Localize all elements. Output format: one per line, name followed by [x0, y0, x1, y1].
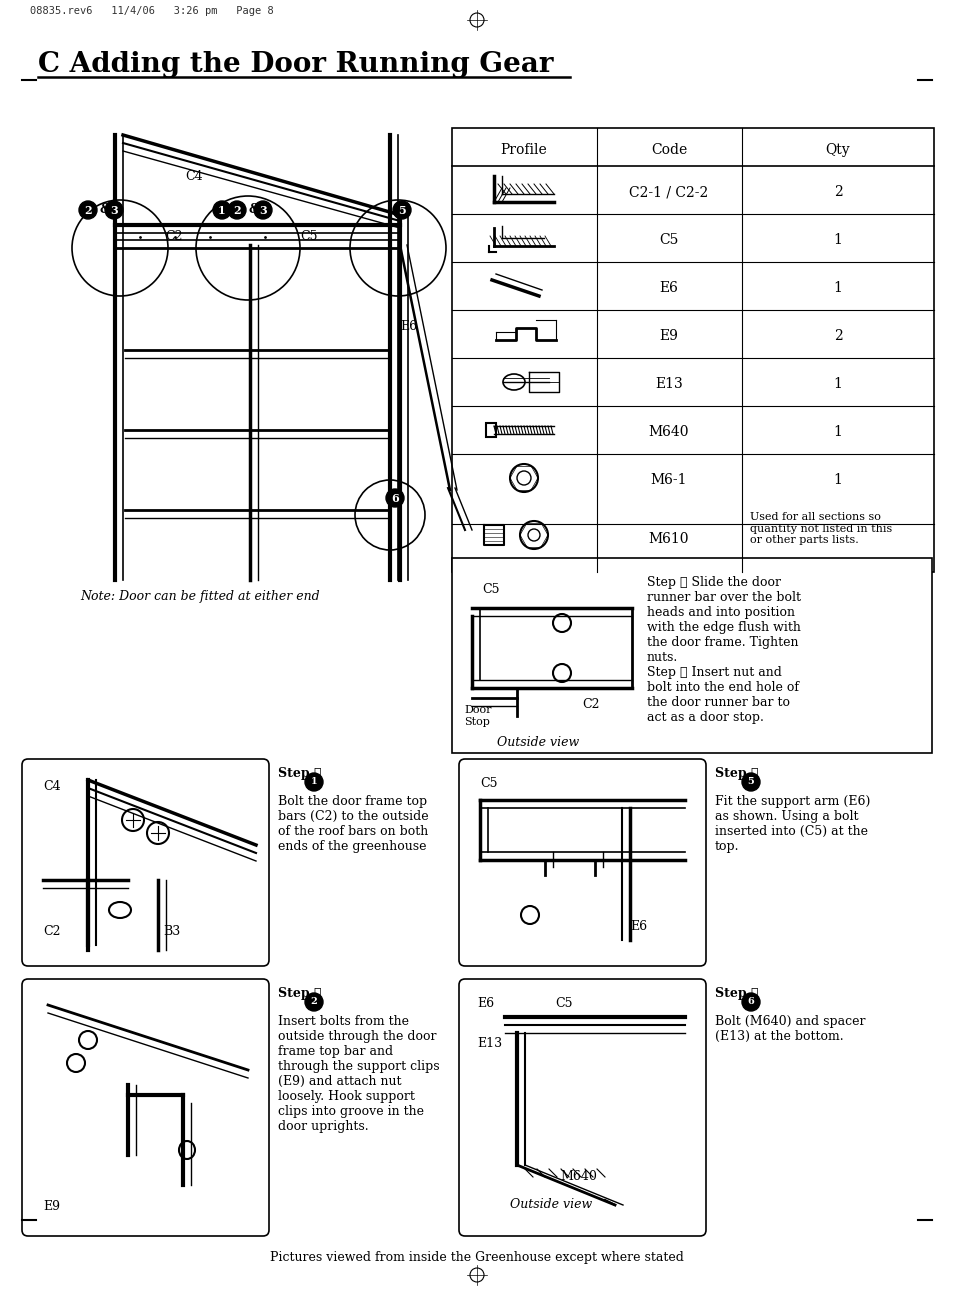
Circle shape [305, 994, 323, 1010]
Text: Fit the support arm (E6)
as shown. Using a bolt
inserted into (C5) at the
top.: Fit the support arm (E6) as shown. Using… [714, 795, 869, 853]
Circle shape [305, 773, 323, 791]
Text: C5: C5 [659, 233, 678, 246]
Text: 3: 3 [259, 205, 267, 215]
Text: C4: C4 [185, 170, 202, 183]
Text: 6: 6 [747, 997, 754, 1006]
Text: 1: 1 [833, 281, 841, 294]
Circle shape [105, 201, 123, 219]
Bar [485, 423, 496, 437]
Text: 3: 3 [110, 205, 118, 215]
Text: Step ④ Slide the door
runner bar over the bolt
heads and into position
with the : Step ④ Slide the door runner bar over th… [646, 576, 801, 724]
Bar [452, 128, 933, 572]
Text: 5: 5 [397, 205, 405, 215]
Text: Outside view: Outside view [510, 1198, 592, 1211]
Text: Qty: Qty [825, 143, 849, 157]
FancyBboxPatch shape [458, 979, 705, 1236]
Circle shape [741, 994, 760, 1010]
Text: 2: 2 [833, 185, 841, 198]
Text: 08835.rev6   11/4/06   3:26 pm   Page 8: 08835.rev6 11/4/06 3:26 pm Page 8 [30, 6, 274, 16]
Text: C5: C5 [481, 582, 499, 597]
Text: M640: M640 [648, 425, 688, 438]
Circle shape [741, 773, 760, 791]
Text: Outside view: Outside view [497, 735, 578, 748]
Text: E13: E13 [655, 377, 682, 390]
Text: Step ⑦: Step ⑦ [714, 987, 758, 1000]
Text: C5: C5 [479, 777, 497, 790]
Text: C2: C2 [581, 698, 598, 711]
FancyBboxPatch shape [22, 979, 269, 1236]
FancyBboxPatch shape [458, 759, 705, 966]
Text: 1: 1 [833, 473, 841, 486]
Circle shape [228, 201, 246, 219]
Text: E6: E6 [629, 920, 646, 933]
Text: C5: C5 [555, 997, 572, 1010]
Text: Profile: Profile [500, 143, 547, 157]
Text: E6: E6 [659, 281, 678, 294]
Text: Code: Code [650, 143, 686, 157]
Text: E9: E9 [659, 329, 678, 342]
Text: Insert bolts from the
outside through the door
frame top bar and
through the sup: Insert bolts from the outside through th… [277, 1016, 439, 1134]
Text: C2: C2 [43, 925, 60, 938]
Text: C5: C5 [299, 230, 317, 243]
Text: 1: 1 [833, 233, 841, 246]
Text: 1: 1 [833, 425, 841, 438]
Text: Used for all sections so
quantity not listed in this
or other parts lists.: Used for all sections so quantity not li… [749, 512, 891, 545]
Text: Note: Door can be fitted at either end: Note: Door can be fitted at either end [80, 590, 319, 603]
Text: M640: M640 [559, 1170, 597, 1183]
Circle shape [393, 201, 411, 219]
Text: 1: 1 [218, 205, 226, 215]
Text: B3: B3 [163, 925, 180, 938]
Text: C4: C4 [43, 779, 61, 792]
Circle shape [213, 201, 231, 219]
FancyBboxPatch shape [22, 759, 269, 966]
Text: 1: 1 [833, 377, 841, 390]
Text: 2: 2 [84, 205, 91, 215]
Text: Bolt (M640) and spacer
(E13) at the bottom.: Bolt (M640) and spacer (E13) at the bott… [714, 1016, 864, 1043]
Text: Stop: Stop [463, 717, 489, 728]
Circle shape [386, 489, 403, 507]
Text: 2: 2 [233, 205, 240, 215]
Text: E6: E6 [399, 320, 416, 333]
Text: C2: C2 [165, 230, 182, 243]
Circle shape [79, 201, 97, 219]
Text: &: & [249, 204, 260, 217]
Text: E13: E13 [476, 1038, 501, 1051]
Text: Pictures viewed from inside the Greenhouse except where stated: Pictures viewed from inside the Greenhou… [270, 1252, 683, 1265]
Text: C2-1 / C2-2: C2-1 / C2-2 [629, 185, 708, 198]
Text: 5: 5 [747, 777, 754, 786]
Text: Step ⑥: Step ⑥ [714, 767, 758, 779]
Text: E6: E6 [476, 997, 494, 1010]
Text: Step ③: Step ③ [277, 987, 321, 1000]
Text: M6-1: M6-1 [650, 473, 686, 486]
Bar [452, 558, 931, 754]
Text: Step ①: Step ① [277, 767, 321, 779]
Text: 6: 6 [391, 493, 398, 503]
Text: 1: 1 [311, 777, 317, 786]
Text: C Adding the Door Running Gear: C Adding the Door Running Gear [38, 51, 553, 78]
Text: M610: M610 [648, 532, 688, 546]
Text: Bolt the door frame top
bars (C2) to the outside
of the roof bars on both
ends o: Bolt the door frame top bars (C2) to the… [277, 795, 428, 853]
Text: 2: 2 [833, 329, 841, 342]
Text: &: & [100, 204, 112, 217]
Text: 2: 2 [311, 997, 317, 1006]
Circle shape [253, 201, 272, 219]
Text: E9: E9 [43, 1200, 60, 1213]
Text: Door: Door [463, 706, 491, 715]
